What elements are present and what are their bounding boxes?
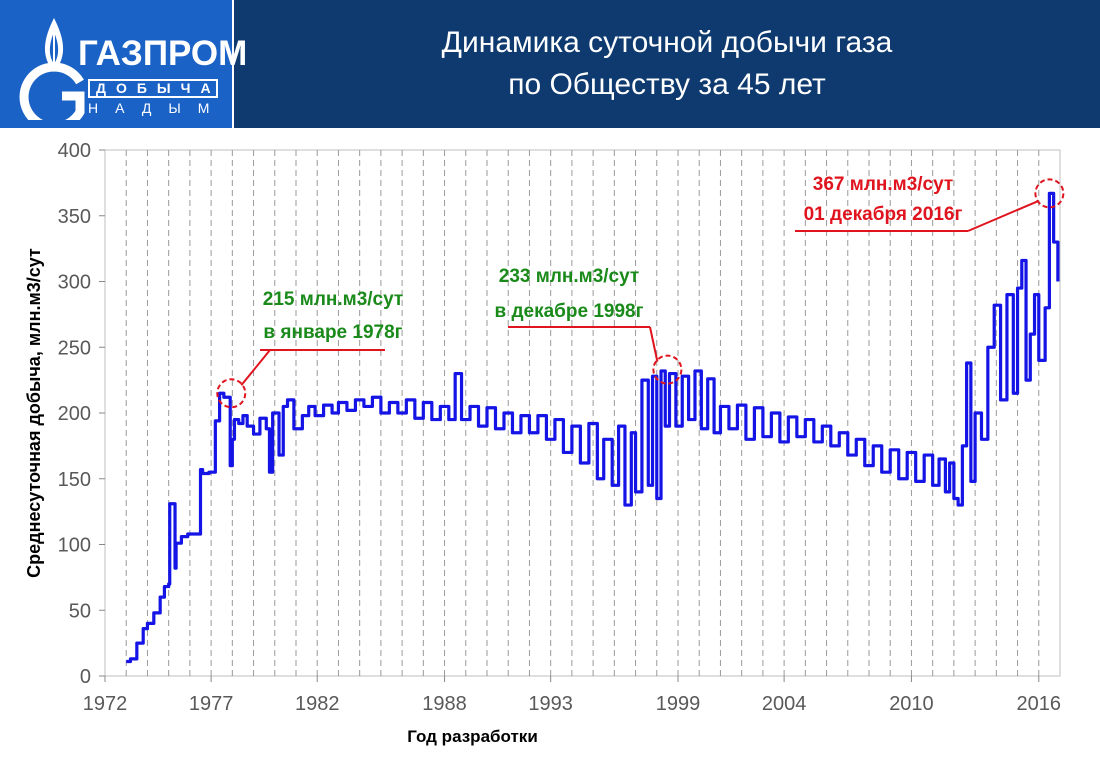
x-tick-label: 1972	[83, 693, 128, 715]
logo-divider	[232, 0, 234, 128]
x-tick-label: 1982	[295, 693, 340, 715]
y-tick-label: 50	[69, 600, 91, 622]
y-tick-label: 200	[58, 403, 91, 425]
x-tick-label: 2016	[1017, 693, 1062, 715]
series-line	[126, 191, 1060, 664]
y-tick-label: 0	[80, 666, 91, 688]
logo-subtitle-2: НАДЫМ	[88, 100, 227, 116]
x-tick-label: 1988	[422, 693, 467, 715]
y-axis-label: Среднесуточная добыча, млн.м3/сут	[24, 248, 44, 578]
page-title: Динамика суточной добычи газа по Обществ…	[234, 0, 1100, 128]
annotation-value: 233 млн.м3/сут	[499, 266, 639, 287]
annotation-leader	[649, 326, 659, 362]
gazprom-logo: ГАЗПРОМ ДОБЫЧА НАДЫМ	[0, 0, 247, 128]
annotation-date: 01 декабря 2016г	[804, 204, 963, 225]
y-tick-label: 400	[58, 140, 91, 162]
y-tick-label: 250	[58, 337, 91, 359]
annotation-value: 215 млн.м3/сут	[263, 289, 403, 310]
highlight-circle	[216, 378, 247, 409]
y-tick-label: 100	[58, 535, 91, 557]
x-tick-label: 1999	[656, 693, 701, 715]
x-axis-label: Год разработки	[407, 727, 538, 746]
x-tick-label: 1993	[528, 693, 573, 715]
logo-wordmark: ГАЗПРОМ	[78, 34, 248, 73]
annotation-leader	[967, 200, 1038, 232]
title-line-2: по Обществу за 45 лет	[508, 68, 826, 101]
x-tick-label: 1977	[189, 693, 234, 715]
plot-area	[104, 149, 1061, 677]
annotation-date: в январе 1978г	[263, 322, 402, 343]
title-line-1: Динамика суточной добычи газа	[441, 26, 893, 59]
header-bar: ГАЗПРОМ ДОБЫЧА НАДЫМ Динамика суточной д…	[0, 0, 1100, 128]
annotation-value: 367 млн.м3/сут	[813, 174, 953, 195]
flame-icon	[19, 18, 85, 120]
logo-subtitle-box: ДОБЫЧА	[88, 79, 218, 98]
x-tick-label: 2010	[889, 693, 934, 715]
y-tick-label: 300	[58, 272, 91, 294]
y-tick-label: 350	[58, 206, 91, 228]
annotation-date: в декабре 1998г	[494, 301, 643, 322]
y-tick-label: 150	[58, 469, 91, 491]
logo-subtitle: ДОБЫЧА	[96, 80, 221, 96]
x-tick-label: 2004	[762, 693, 807, 715]
production-chart: 0 50 100 150 200 250 300 350 400 1972 1977 1982 1988…	[24, 140, 1065, 746]
annotation-leader	[240, 349, 271, 386]
